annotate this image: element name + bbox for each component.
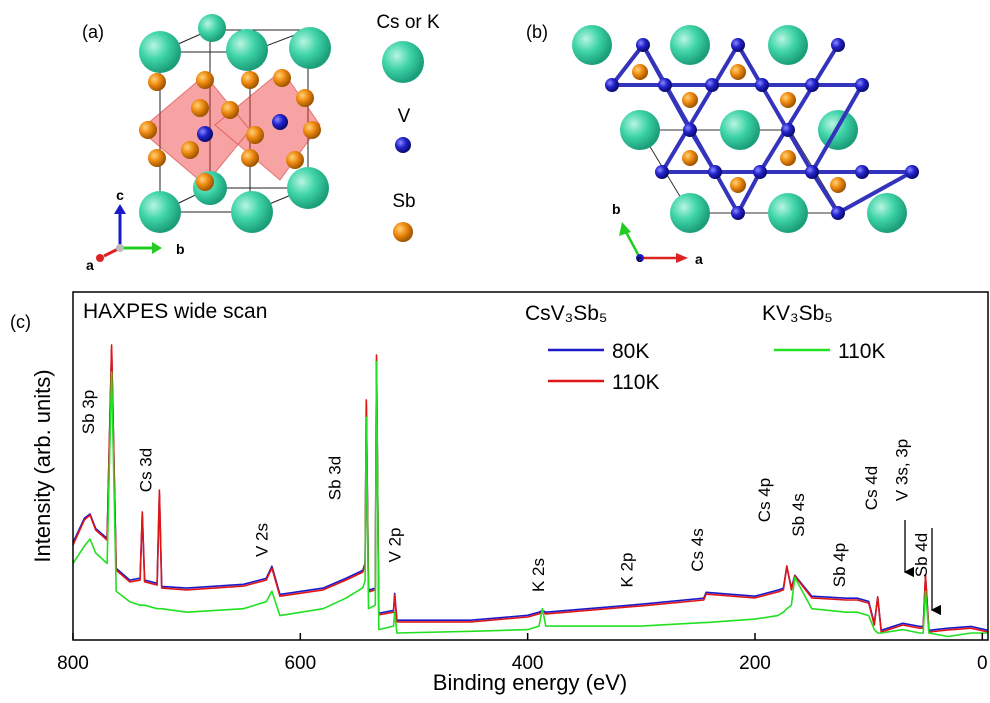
panel-label: (a): [82, 22, 104, 42]
structure-a: (a) c b a: [82, 14, 331, 273]
spectrum-line: [73, 362, 988, 637]
x-tick-label: 800: [57, 653, 89, 674]
x-tick-label: 200: [739, 653, 771, 674]
structure-b: (b) b a c: [526, 22, 919, 267]
legend-label: 80K: [612, 340, 649, 363]
peak-label: Cs 3d: [137, 448, 156, 492]
peak-label: V 2p: [386, 528, 405, 563]
atom-icon: [382, 41, 424, 83]
legend-title: CsV₃Sb₅: [525, 302, 607, 325]
axis-letter: a: [695, 251, 703, 267]
atom-icon: [395, 137, 411, 153]
legend-label: 110K: [612, 371, 660, 394]
peak-label: K 2p: [618, 553, 637, 588]
legend-label: Sb: [392, 191, 415, 212]
y-axis-label: Intensity (arb. units): [30, 369, 55, 562]
peak-label: Sb 4d: [912, 533, 931, 577]
axis-letter: a: [86, 257, 94, 273]
legend-label: V: [398, 106, 411, 127]
legend-title: KV₃Sb₅: [762, 302, 833, 325]
panel-label: (c): [10, 312, 31, 332]
axis-letter: b: [612, 201, 621, 217]
peak-label: V 2s: [253, 523, 272, 557]
peak-label: Sb 3d: [325, 456, 344, 500]
spectrum-chart: (c) HAXPES wide scan Binding energy (eV)…: [10, 292, 988, 695]
peak-label: Cs 4p: [755, 478, 774, 522]
atom-icon: [393, 222, 413, 242]
peak-label: Cs 4d: [862, 466, 881, 510]
peak-label: Sb 4s: [789, 493, 808, 536]
x-tick-label: 0: [977, 653, 988, 674]
atom-legend: Cs or K V Sb: [376, 12, 440, 242]
peak-label: K 2s: [529, 558, 548, 592]
axis-letter: b: [176, 241, 185, 257]
peak-label: Sb 3p: [79, 390, 98, 434]
axis-letter: c: [116, 187, 124, 203]
page: (a) c b a Cs or K V Sb (b) b a c (c) HAX…: [0, 0, 990, 703]
peak-label: Sb 4p: [830, 543, 849, 587]
x-tick-label: 400: [512, 653, 544, 674]
axis-letter: c: [637, 254, 642, 264]
panel-label: (b): [526, 22, 548, 42]
legend-label: Cs or K: [376, 12, 440, 33]
figure: (a) c b a Cs or K V Sb (b) b a c (c) HAX…: [0, 0, 990, 703]
chart-title: HAXPES wide scan: [83, 300, 267, 323]
legend-label: 110K: [838, 340, 886, 363]
peak-label: Cs 4s: [688, 528, 707, 571]
x-tick-label: 600: [284, 653, 316, 674]
peak-label: V 3s, 3p: [893, 439, 912, 501]
